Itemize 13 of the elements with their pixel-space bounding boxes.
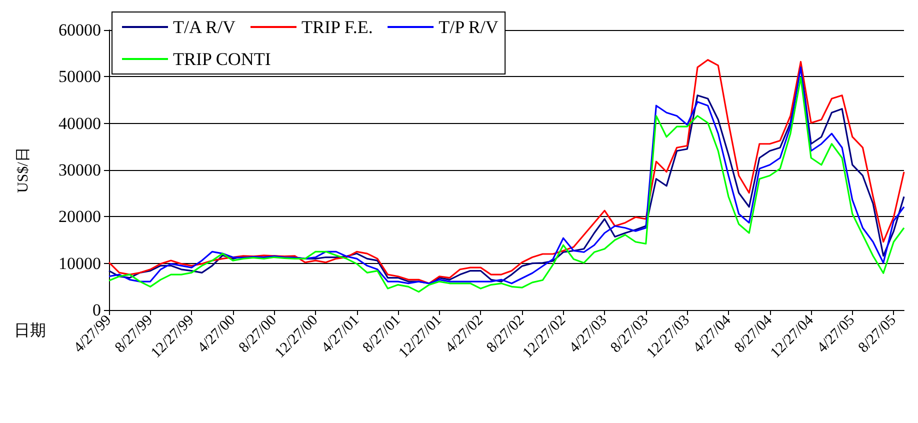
y-tick-label: 50000	[58, 67, 101, 86]
y-tick-label: 0	[92, 300, 101, 320]
legend-label: T/P R/V	[438, 17, 498, 37]
x-axis-title: 日期	[14, 322, 46, 340]
y-tick-label: 60000	[58, 20, 101, 40]
y-tick-label: 20000	[58, 207, 101, 226]
legend-label: TRIP CONTI	[173, 49, 271, 69]
y-tick-label: 10000	[58, 254, 101, 273]
y-tick-label: 30000	[58, 160, 101, 180]
y-axis-title: US$/日	[16, 147, 32, 193]
legend-label: TRIP F.E.	[302, 17, 373, 37]
legend-label: T/A R/V	[173, 17, 236, 37]
y-tick-label: 40000	[58, 114, 101, 133]
